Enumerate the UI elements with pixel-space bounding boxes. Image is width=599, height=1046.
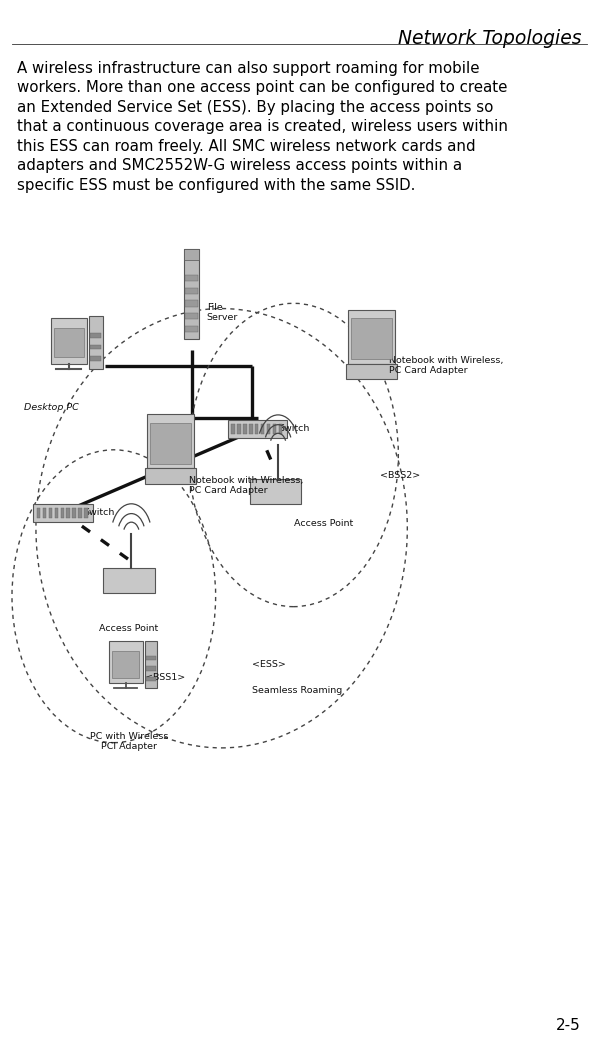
Bar [186, 288, 198, 294]
Bar [66, 507, 69, 518]
Bar [72, 507, 75, 518]
Bar [84, 507, 87, 518]
Text: Network Topologies: Network Topologies [398, 29, 581, 48]
Bar [43, 507, 46, 518]
Text: PC with Wireless
PCI Adapter: PC with Wireless PCI Adapter [90, 732, 168, 751]
Text: Access Point: Access Point [294, 519, 353, 528]
Bar [37, 507, 40, 518]
Text: Notebook with Wireless,
PC Card Adapter: Notebook with Wireless, PC Card Adapter [189, 476, 303, 495]
Bar [249, 424, 253, 434]
Bar [150, 423, 191, 463]
Bar [145, 640, 158, 688]
Bar [78, 507, 81, 518]
Text: Notebook with Wireless,
PC Card Adapter: Notebook with Wireless, PC Card Adapter [389, 356, 504, 374]
Bar [184, 249, 199, 339]
Bar [33, 503, 92, 522]
Text: <ESS>: <ESS> [252, 660, 286, 668]
Bar [60, 507, 63, 518]
Text: Switch: Switch [84, 508, 115, 517]
Bar [231, 424, 235, 434]
Bar [261, 424, 264, 434]
Bar [346, 364, 397, 380]
Bar [267, 424, 270, 434]
Bar [184, 249, 199, 259]
Bar [112, 651, 140, 678]
Bar [49, 507, 52, 518]
Text: <BSS2>: <BSS2> [380, 472, 420, 480]
Bar [146, 656, 156, 660]
Bar [53, 327, 84, 358]
Bar [351, 318, 392, 359]
Bar [109, 641, 143, 683]
Bar [186, 275, 198, 281]
Text: A wireless infrastructure can also support roaming for mobile
workers. More than: A wireless infrastructure can also suppo… [17, 61, 508, 194]
Bar [243, 424, 247, 434]
Text: File
Server: File Server [207, 303, 238, 322]
Bar [228, 419, 288, 438]
Bar [255, 424, 258, 434]
Bar [90, 357, 101, 361]
Bar [90, 333, 101, 338]
Text: Desktop PC: Desktop PC [24, 403, 78, 412]
Bar [186, 325, 198, 332]
Text: Access Point: Access Point [99, 624, 158, 634]
Bar [146, 677, 156, 681]
Bar [89, 316, 102, 369]
Bar [146, 666, 156, 670]
Bar [186, 300, 198, 306]
Bar [250, 479, 301, 504]
Bar [145, 469, 196, 484]
Text: <BSS1>: <BSS1> [144, 674, 185, 682]
Bar [237, 424, 241, 434]
Text: Seamless Roaming: Seamless Roaming [252, 686, 342, 695]
Bar [273, 424, 276, 434]
Bar [55, 507, 58, 518]
Text: 2-5: 2-5 [556, 1019, 581, 1033]
Bar [279, 424, 282, 434]
Bar [90, 344, 101, 349]
Bar [348, 310, 395, 364]
Bar [147, 414, 194, 469]
Bar [103, 568, 155, 593]
Bar [51, 318, 87, 364]
Text: Switch: Switch [279, 425, 310, 433]
Bar [186, 313, 198, 319]
